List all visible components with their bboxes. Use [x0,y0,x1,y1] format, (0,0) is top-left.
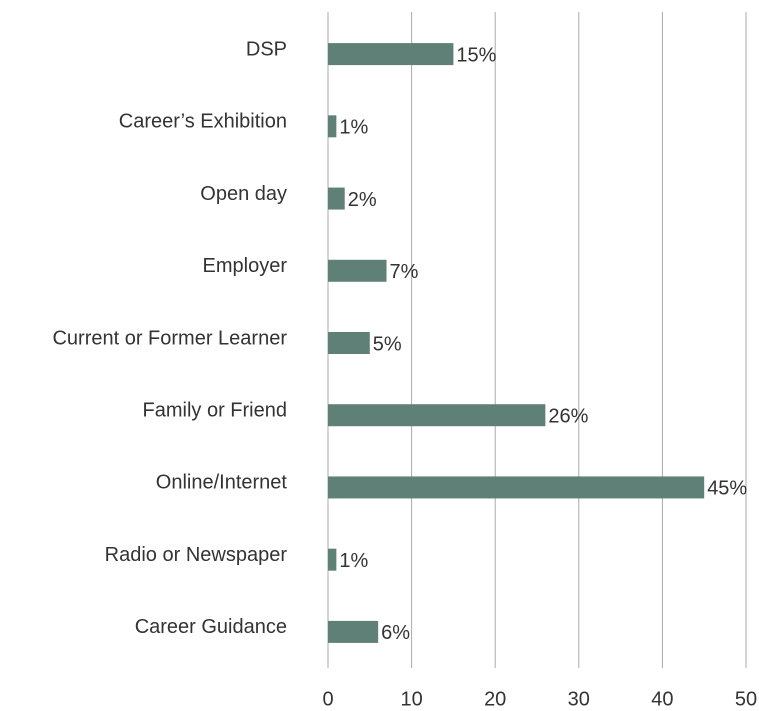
y-tick-label: Online/Internet [156,472,288,494]
y-tick-label: Employer [203,255,288,277]
bar [328,476,705,499]
bar [328,620,379,643]
value-label: 45% [707,478,747,500]
y-tick-label: Radio or Newspaper [105,544,288,566]
bar [328,404,546,427]
value-label: 2% [348,189,377,211]
x-tick-label: 30 [568,688,590,710]
value-label: 15% [456,44,496,66]
value-label: 6% [381,622,410,644]
value-label: 26% [548,406,588,428]
x-tick-label: 20 [484,688,506,710]
x-tick-label: 40 [651,688,673,710]
bar [328,43,454,66]
x-tick-label: 50 [735,688,757,710]
y-tick-label: Family or Friend [143,400,287,422]
x-tick-label: 0 [322,688,333,710]
value-label: 1% [339,117,368,139]
value-label: 5% [373,333,402,355]
y-tick-label: Career Guidance [135,616,287,638]
bar [328,115,337,138]
y-tick-label: DSP [246,38,287,60]
bar [328,332,370,354]
value-label: 7% [390,261,419,283]
value-label: 1% [339,550,368,572]
x-tick-label: 10 [400,688,422,710]
bar [328,548,337,571]
y-tick-label: Open day [200,183,287,205]
y-tick-label: Current or Former Learner [52,327,287,349]
bar [328,259,387,282]
bar [328,187,345,210]
y-tick-label: Career’s Exhibition [119,111,287,133]
